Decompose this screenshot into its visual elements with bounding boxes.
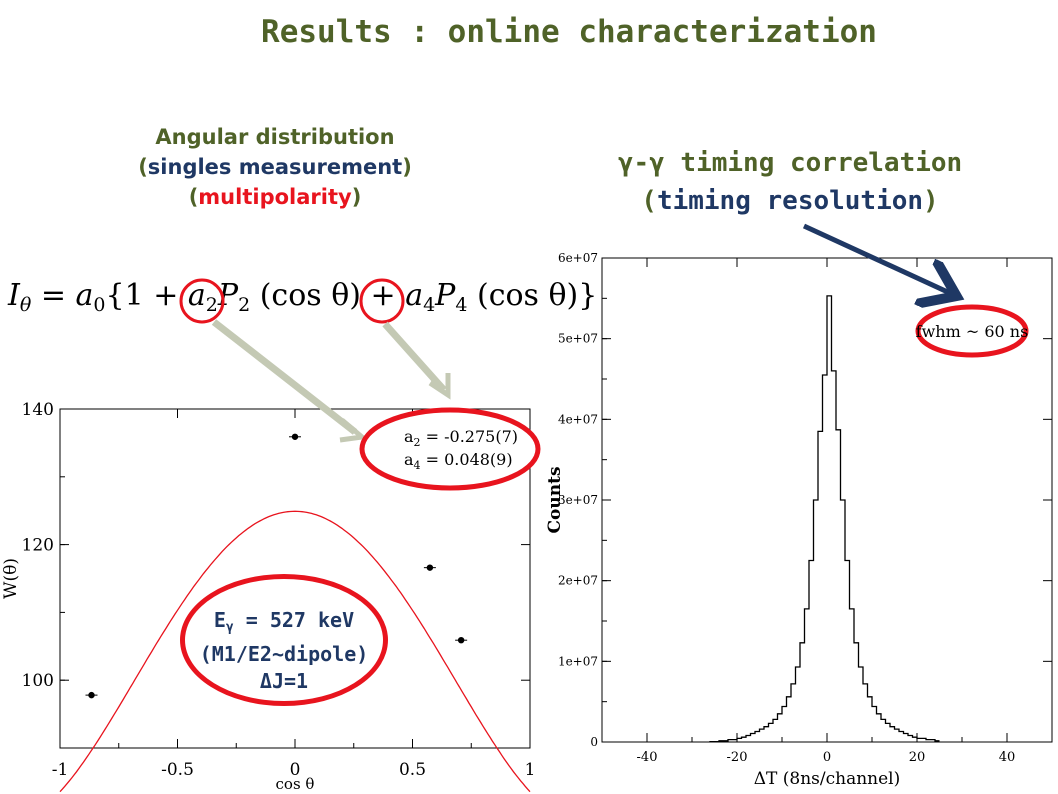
timing-x-tick-label: 20 [909,750,926,765]
angular-heading: Angular distribution (singles measuremen… [110,122,440,212]
timing-x-axis-label: ΔT (8ns/channel) [754,769,901,789]
energy-oval: Eγ = 527 keV (M1/E2~dipole) ΔJ=1 [180,574,388,706]
timing-y-tick-label: 0 [590,735,598,749]
timing-y-tick-label: 5e+07 [558,332,598,346]
angular-y-tick-label: 140 [22,400,54,420]
timing-heading-line2: (timing resolution) [641,186,939,216]
timing-x-tick-label: -20 [727,750,748,765]
a4-arrow [382,321,447,393]
angular-x-tick-label: -0.5 [161,760,194,780]
angular-distribution-chart: -1 -0.5 0 0.5 1 100 120 140 cos θ W(θ) [1,400,536,793]
timing-y-tick-label: 4e+07 [558,412,598,426]
a2-coefficient: a [187,278,206,313]
angular-formula: Iθ = a0{1 + a2P2 (cos θ) + a4P4 (cos θ)} [8,278,598,316]
multipolarity-line: (M1/E2~dipole) [199,642,369,666]
angular-fit-curve [59,510,531,793]
angular-data-points [85,433,468,699]
energy-line: Eγ = 527 keV [213,608,355,635]
angular-x-tick-label: 0.5 [399,760,426,780]
timing-resolution-text: timing resolution [656,186,924,216]
slide-title: Results : online characterization [261,14,877,50]
a2-arrow-head [339,418,368,443]
timing-chart-axes: -40 -20 0 20 40 0 1e+07 2e+07 3e+07 4e+07 5e+07 6e+… [558,251,1053,765]
timing-y-axis-label: Counts [545,466,565,533]
angular-chart-axes: -1 -0.5 0 0.5 1 100 120 140 [22,400,536,780]
delta-j-line: ΔJ=1 [259,669,309,693]
timing-histogram-chart: -40 -20 0 20 40 0 1e+07 2e+07 3e+07 4e+07 5e+07 6e+… [545,251,1053,789]
a2-highlight-circle [179,278,225,324]
fit-result-oval [359,407,541,491]
a4-fit-value: a4 = 0.048(9) [404,450,513,472]
angular-y-tick-label: 120 [22,536,54,556]
timing-y-tick-label: 1e+07 [558,654,598,668]
a2-arrow [211,319,358,435]
a4-highlight-circle [359,278,405,324]
angular-heading-line2: (singles measurement) [138,155,412,179]
fwhm-label: fwhm ~ 60 ns [916,322,1029,341]
angular-heading-line1: Angular distribution [155,125,395,149]
timing-heading: γ-γ timing correlation (timing resolutio… [570,144,1010,220]
a2-fit-value: a2 = -0.275(7) [404,427,518,449]
angular-y-tick-label: 100 [22,671,54,691]
angular-x-tick-label: 1 [525,760,536,780]
timing-y-tick-label: 3e+07 [558,493,598,507]
angular-x-tick-label: -1 [52,760,69,780]
timing-y-tick-label: 2e+07 [558,574,598,588]
angular-fit-line [59,510,531,793]
timing-x-tick-label: -40 [637,750,658,765]
timing-x-tick-label: 40 [999,750,1016,765]
fwhm-oval [915,304,1029,358]
angular-x-tick-label: 0 [290,760,301,780]
fwhm-arrow [802,223,952,294]
angular-x-axis-label: cos θ [276,775,315,793]
angular-y-axis-label: W(θ) [1,558,21,599]
timing-heading-line1: γ-γ timing correlation [617,148,963,178]
multipolarity-text: multipolarity [198,185,352,209]
a4-arrow-head [428,373,451,400]
timing-histogram-line [709,295,940,743]
a4-coefficient: a [405,278,424,313]
timing-x-tick-label: 0 [823,750,831,765]
angular-heading-line3: (multipolarity) [188,185,362,209]
singles-measurement-text: singles measurement [147,155,403,179]
timing-y-tick-label: 6e+07 [558,251,598,265]
